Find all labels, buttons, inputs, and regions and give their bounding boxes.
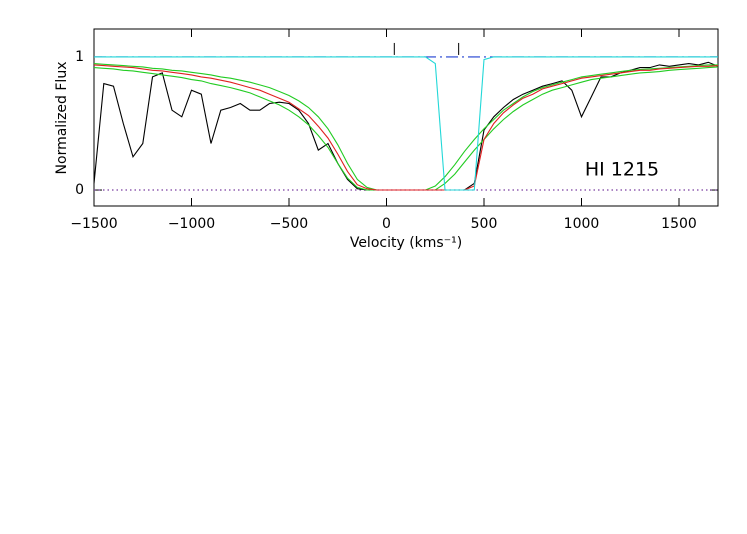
series-line: [93, 64, 719, 191]
x-tick-label: −1500: [70, 216, 117, 232]
x-tick-label: −500: [270, 216, 308, 232]
y-axis-label: Normalized Flux: [54, 62, 70, 175]
x-axis-label: Velocity (kms⁻¹): [350, 235, 462, 251]
x-tick-label: −1000: [168, 216, 215, 232]
series-line: [94, 56, 718, 191]
annotation: HI 1215: [585, 159, 659, 181]
y-tick-label: 1: [75, 49, 84, 65]
x-tick-label: 500: [471, 216, 498, 232]
x-tick-label: 1000: [564, 216, 600, 232]
y-tick-label: 0: [75, 182, 84, 198]
x-tick-label: 0: [382, 216, 391, 232]
plot-frame: [93, 28, 719, 207]
x-tick-label: 1500: [661, 216, 697, 232]
